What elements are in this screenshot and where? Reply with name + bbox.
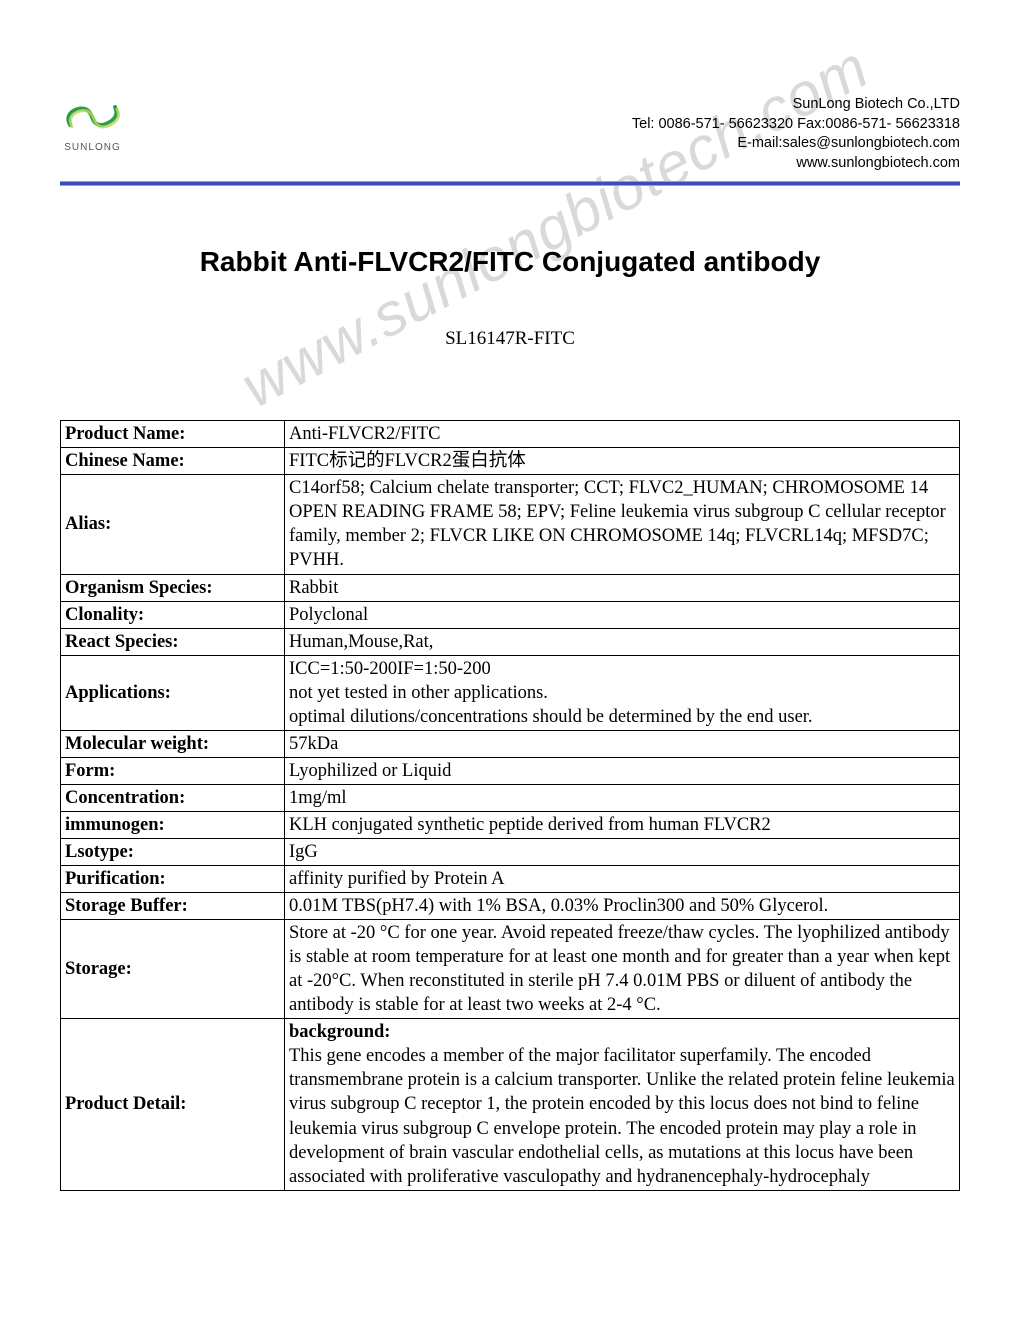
- applications-line1: ICC=1:50-200IF=1:50-200: [289, 659, 491, 679]
- value-storage: Store at -20 °C for one year. Avoid repe…: [285, 920, 960, 1019]
- table-row: Storage: Store at -20 °C for one year. A…: [61, 920, 960, 1019]
- label-immunogen: immunogen:: [61, 811, 285, 838]
- table-row: Clonality: Polyclonal: [61, 601, 960, 628]
- label-molecular-weight: Molecular weight:: [61, 730, 285, 757]
- table-row: Alias: C14orf58; Calcium chelate transpo…: [61, 475, 960, 574]
- company-name: SunLong Biotech Co.,LTD: [632, 95, 960, 115]
- value-applications: ICC=1:50-200IF=1:50-200 not yet tested i…: [285, 655, 960, 730]
- value-form: Lyophilized or Liquid: [285, 757, 960, 784]
- value-molecular-weight: 57kDa: [285, 730, 960, 757]
- label-clonality: Clonality:: [61, 601, 285, 628]
- label-purification: Purification:: [61, 866, 285, 893]
- table-row: immunogen: KLH conjugated synthetic pept…: [61, 811, 960, 838]
- catalog-number: SL16147R-FITC: [60, 328, 960, 350]
- label-concentration: Concentration:: [61, 784, 285, 811]
- value-chinese-name: FITC标记的FLVCR2蛋白抗体: [285, 448, 960, 475]
- label-storage: Storage:: [61, 920, 285, 1019]
- table-row: Product Name: Anti-FLVCR2/FITC: [61, 421, 960, 448]
- table-row: Molecular weight: 57kDa: [61, 730, 960, 757]
- value-product-detail: background: This gene encodes a member o…: [285, 1019, 960, 1190]
- company-tel-fax: Tel: 0086-571- 56623320 Fax:0086-571- 56…: [632, 115, 960, 135]
- label-lsotype: Lsotype:: [61, 839, 285, 866]
- company-website: www.sunlongbiotech.com: [632, 154, 960, 174]
- table-row: Lsotype: IgG: [61, 839, 960, 866]
- value-storage-buffer: 0.01M TBS(pH7.4) with 1% BSA, 0.03% Proc…: [285, 893, 960, 920]
- value-concentration: 1mg/ml: [285, 784, 960, 811]
- value-organism: Rabbit: [285, 574, 960, 601]
- value-alias: C14orf58; Calcium chelate transporter; C…: [285, 475, 960, 574]
- value-purification: affinity purified by Protein A: [285, 866, 960, 893]
- company-info: SunLong Biotech Co.,LTD Tel: 0086-571- 5…: [632, 95, 960, 173]
- label-chinese-name: Chinese Name:: [61, 448, 285, 475]
- table-row: Concentration: 1mg/ml: [61, 784, 960, 811]
- page-header: SUNLONG SunLong Biotech Co.,LTD Tel: 008…: [60, 95, 960, 173]
- label-organism: Organism Species:: [61, 574, 285, 601]
- label-form: Form:: [61, 757, 285, 784]
- label-product-detail: Product Detail:: [61, 1019, 285, 1190]
- label-react-species: React Species:: [61, 628, 285, 655]
- company-logo: SUNLONG: [60, 95, 125, 153]
- table-row: Applications: ICC=1:50-200IF=1:50-200 no…: [61, 655, 960, 730]
- value-lsotype: IgG: [285, 839, 960, 866]
- label-storage-buffer: Storage Buffer:: [61, 893, 285, 920]
- logo-icon: [60, 95, 125, 140]
- detail-body: This gene encodes a member of the major …: [289, 1046, 955, 1186]
- table-row: Organism Species: Rabbit: [61, 574, 960, 601]
- table-row: React Species: Human,Mouse,Rat,: [61, 628, 960, 655]
- company-email: E-mail:sales@sunlongbiotech.com: [632, 134, 960, 154]
- value-immunogen: KLH conjugated synthetic peptide derived…: [285, 811, 960, 838]
- label-applications: Applications:: [61, 655, 285, 730]
- detail-heading: background:: [289, 1022, 390, 1042]
- header-divider: [60, 181, 960, 186]
- value-react-species: Human,Mouse,Rat,: [285, 628, 960, 655]
- page-title: Rabbit Anti-FLVCR2/FITC Conjugated antib…: [60, 246, 960, 278]
- table-row: Purification: affinity purified by Prote…: [61, 866, 960, 893]
- spec-table: Product Name: Anti-FLVCR2/FITC Chinese N…: [60, 420, 960, 1190]
- label-alias: Alias:: [61, 475, 285, 574]
- table-row: Product Detail: background: This gene en…: [61, 1019, 960, 1190]
- table-row: Form: Lyophilized or Liquid: [61, 757, 960, 784]
- value-clonality: Polyclonal: [285, 601, 960, 628]
- applications-line3: optimal dilutions/concentrations should …: [289, 707, 813, 727]
- applications-line2: not yet tested in other applications.: [289, 683, 548, 703]
- value-product-name: Anti-FLVCR2/FITC: [285, 421, 960, 448]
- logo-label: SUNLONG: [64, 142, 120, 153]
- label-product-name: Product Name:: [61, 421, 285, 448]
- table-row: Chinese Name: FITC标记的FLVCR2蛋白抗体: [61, 448, 960, 475]
- table-row: Storage Buffer: 0.01M TBS(pH7.4) with 1%…: [61, 893, 960, 920]
